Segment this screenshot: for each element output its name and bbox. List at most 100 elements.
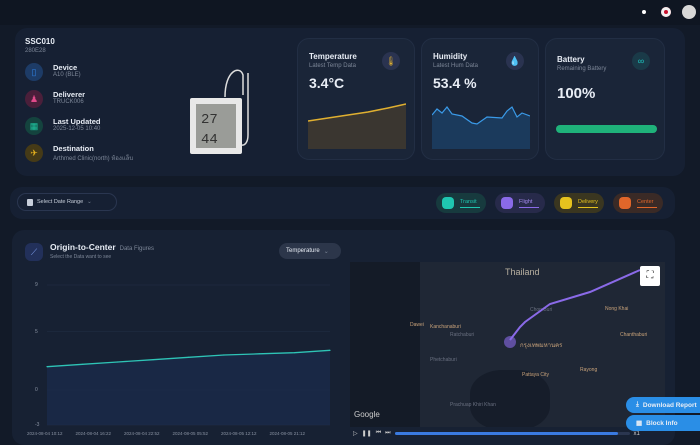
x-tick-label: 2024-08-05 12:12: [221, 431, 257, 436]
legend-delivery[interactable]: Delivery: [554, 193, 604, 213]
x-tick-label: 2024-08-04 10:12: [27, 431, 63, 436]
x-tick-label: 2024-08-05 05:52: [172, 431, 209, 436]
humidity-value: 53.4 %: [433, 75, 477, 91]
playback-bar: ▷ ❚❚ ⏮ ⏭ x1: [350, 427, 665, 440]
info-label: Device: [53, 63, 78, 72]
map-country-label: Thailand: [505, 267, 540, 277]
device-id: SSC010: [25, 37, 55, 46]
avatar[interactable]: [682, 5, 696, 19]
line-chart-icon: ⟋: [25, 243, 43, 261]
uk-flag-icon[interactable]: [661, 7, 671, 17]
info-deliverer: ♟ Deliverer TRUCK006: [25, 90, 85, 108]
data-point: [81, 363, 83, 365]
truck-icon: [442, 197, 454, 209]
humidity-card: Humidity Latest Hum Data 53.4 % 💧: [421, 38, 539, 160]
data-type-select[interactable]: Temperature ⌄: [279, 243, 341, 259]
fullscreen-button[interactable]: ⛶: [640, 266, 660, 286]
map-place: Chanthaburi: [620, 332, 648, 338]
playback-speed[interactable]: x1: [633, 430, 640, 437]
series-area: [47, 350, 330, 425]
map-place: Rayong: [580, 367, 598, 373]
map-place: Pattaya City: [522, 372, 549, 378]
chart-title: Origin-to-Center: [50, 242, 116, 252]
data-point: [187, 356, 190, 358]
legend-transit[interactable]: Transit: [436, 193, 486, 213]
legend-label: Transit: [460, 199, 480, 208]
battery-icon: ∞: [632, 52, 650, 70]
legend-label: Delivery: [578, 199, 598, 208]
date-range-select[interactable]: Select Date Range ⌄: [17, 193, 117, 211]
info-value: A10 (BLE): [53, 72, 81, 78]
route-line: [504, 269, 641, 348]
info-label: Destination: [53, 144, 94, 153]
map[interactable]: Thailand Dawei Kanchanaburi Pattaya City…: [350, 262, 665, 427]
users-icon: ♟: [25, 90, 43, 108]
date-range-label: Select Date Range: [37, 199, 84, 205]
info-label: Deliverer: [53, 90, 86, 99]
device-code: 280E28: [25, 48, 46, 54]
map-place: Dawei: [410, 322, 424, 328]
data-point: [329, 349, 331, 351]
info-value: Arthmed Clinic(north) ห้องแล็บ: [53, 156, 134, 162]
plane-icon: ✈: [25, 144, 43, 162]
download-icon: ⤓: [636, 401, 639, 408]
data-point: [258, 353, 260, 355]
data-point: [152, 359, 154, 361]
battery-title: Battery: [557, 55, 585, 64]
y-tick-label: 9: [35, 282, 38, 288]
skip-forward-icon[interactable]: ⏭: [385, 430, 391, 436]
temperature-sparkline: [308, 103, 406, 149]
svg-text:44: 44: [201, 132, 218, 148]
download-report-button[interactable]: ⤓ Download Report: [626, 397, 700, 413]
delivery-icon: [560, 197, 572, 209]
info-destination: ✈ Destination Arthmed Clinic(north) ห้องแล…: [25, 144, 133, 163]
temperature-title: Temperature: [309, 52, 357, 61]
skip-back-icon[interactable]: ⏮: [375, 430, 382, 436]
play-icon[interactable]: ▷: [353, 431, 358, 437]
map-place: กรุงเทพมหานคร: [520, 343, 563, 349]
thermometer-icon: 🌡: [382, 52, 400, 70]
sun-icon[interactable]: [642, 10, 646, 14]
y-tick-label: 0: [35, 387, 38, 393]
battery-card: Battery Remaining Battery 100% ∞: [545, 38, 665, 160]
temperature-value: 3.4°C: [309, 75, 345, 91]
legend-flight[interactable]: Flight: [495, 193, 545, 213]
humidity-sparkline: [432, 106, 530, 149]
map-place: Kanchanaburi: [430, 324, 461, 330]
device-icon: ▯: [25, 63, 43, 81]
download-label: Download Report: [642, 401, 697, 409]
plane-icon: [501, 197, 513, 209]
chart-subtitle: Select the Data want to see: [50, 254, 112, 260]
map-place: Ratchaburi: [450, 332, 475, 338]
battery-bar-fill: [556, 125, 657, 133]
map-place: Phetchaburi: [430, 357, 457, 363]
info-device: ▯ Device A10 (BLE): [25, 63, 81, 81]
temperature-subtitle: Latest Temp Data: [309, 63, 356, 69]
legend-center[interactable]: Center: [613, 193, 663, 213]
chevron-down-icon: ⌄: [87, 199, 92, 205]
legend-label: Flight: [519, 199, 539, 208]
data-point: [294, 352, 296, 354]
calendar-icon: [27, 198, 33, 206]
battery-value: 100%: [557, 85, 596, 102]
block-info-button[interactable]: ▦ Block Info: [626, 415, 700, 431]
info-value: TRUCK006: [53, 99, 84, 105]
svg-text:27: 27: [201, 112, 218, 128]
temperature-line-chart: [46, 284, 331, 426]
map-place: Prachuap Khiri Khan: [450, 402, 496, 408]
x-tick-label: 2024-08-04 22:52: [124, 431, 160, 436]
data-point: [223, 354, 225, 356]
battery-bar: [556, 125, 657, 133]
pause-icon[interactable]: ❚❚: [361, 431, 372, 437]
block-label: Block Info: [646, 419, 678, 427]
x-tick-label: 2024-08-05 21:12: [269, 431, 306, 436]
info-last-updated: ▦ Last Updated 2025-12-05 10:40: [25, 117, 101, 135]
calendar-icon: ▦: [25, 117, 43, 135]
data-point: [46, 366, 48, 368]
info-label: Last Updated: [53, 117, 101, 126]
top-bar: [0, 0, 700, 25]
playback-slider[interactable]: [394, 432, 630, 435]
droplet-icon: 💧: [506, 52, 524, 70]
battery-subtitle: Remaining Battery: [557, 66, 607, 72]
google-logo: Google: [354, 410, 380, 419]
